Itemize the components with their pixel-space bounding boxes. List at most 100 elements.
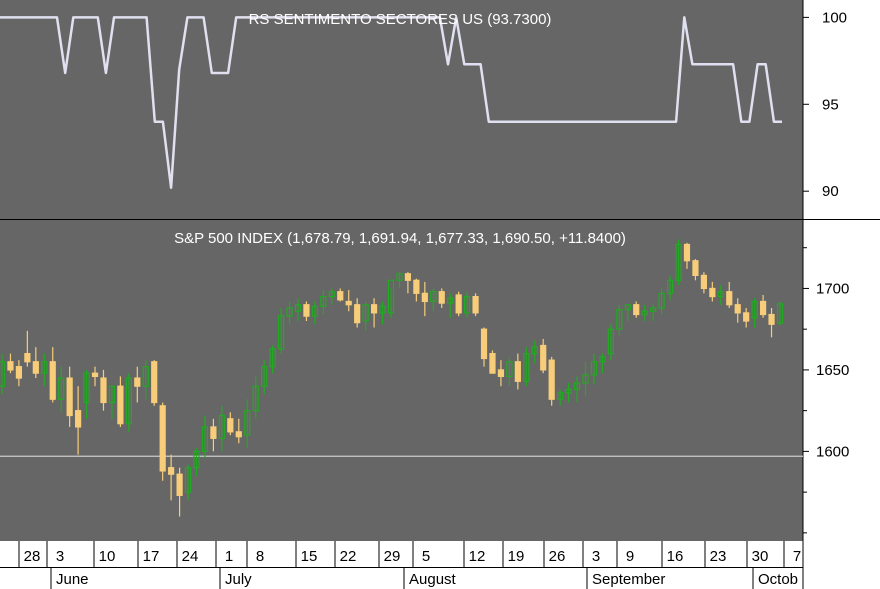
sp500-y-tick-label: 1600: [816, 443, 849, 460]
sp500-title: S&P 500 INDEX (1,678.79, 1,691.94, 1,677…: [174, 230, 626, 247]
candle-body: [497, 369, 505, 378]
day-label: 3: [592, 548, 600, 565]
rs-series-line: [0, 16, 782, 189]
day-label: 19: [508, 548, 525, 565]
candle-body: [277, 315, 285, 350]
month-label: August: [409, 571, 457, 588]
rs-title: RS SENTIMENTO SECTORES US (93.7300): [249, 11, 552, 28]
candle-body: [7, 361, 14, 371]
candle-body: [49, 361, 56, 400]
candle-body: [261, 366, 268, 387]
day-label: 9: [626, 548, 634, 565]
day-label: 26: [549, 548, 566, 565]
candle-body: [396, 273, 403, 281]
candle-body: [506, 361, 513, 378]
right-axis-panel: [803, 0, 880, 541]
candle-body: [66, 377, 73, 417]
candle-body: [362, 304, 369, 322]
candle-body: [548, 359, 555, 400]
candle-body: [523, 353, 530, 382]
candle-body: [717, 291, 724, 298]
month-label: Octob: [758, 571, 798, 588]
candle-body: [734, 304, 741, 314]
candle-body: [573, 382, 581, 391]
candle-body: [176, 473, 183, 496]
candle-body: [286, 307, 293, 317]
candle-body: [210, 426, 217, 439]
candle-body: [624, 304, 631, 311]
candle-body: [641, 310, 648, 316]
candle-body: [201, 426, 209, 452]
month-label: September: [592, 571, 665, 588]
day-label: 22: [340, 548, 357, 565]
candle-body: [768, 313, 775, 325]
candle-body: [557, 392, 564, 400]
candle-body: [438, 291, 445, 304]
candle-body: [599, 356, 606, 363]
bottom-axis-panel: [0, 541, 880, 589]
day-label: 30: [752, 548, 769, 565]
candle-body: [193, 450, 200, 469]
candle-body: [683, 243, 691, 262]
candle-body: [759, 300, 767, 316]
candle-body: [41, 361, 48, 374]
day-label: 16: [667, 548, 684, 565]
candle-body: [675, 243, 682, 281]
day-label: 3: [56, 548, 64, 565]
day-label: 23: [710, 548, 727, 565]
sp500-y-tick-label: 1700: [816, 280, 849, 297]
candle-body: [32, 361, 39, 374]
candle-body: [582, 374, 589, 384]
candle-body: [607, 328, 614, 355]
candle-body: [184, 467, 192, 493]
day-label: 12: [469, 548, 486, 565]
candle-body: [311, 305, 318, 317]
candle-body: [743, 312, 750, 322]
candle-body: [776, 303, 784, 324]
candle-body: [751, 300, 758, 319]
candle-body: [447, 297, 454, 304]
candle-body: [151, 361, 158, 404]
candle-body: [303, 304, 310, 317]
sp500-y-tick-label: 1650: [816, 362, 849, 379]
candle-body: [328, 291, 335, 298]
candle-body: [83, 372, 90, 404]
day-label: 8: [256, 548, 264, 565]
candle-body: [404, 273, 412, 281]
candle-body: [413, 279, 420, 294]
candle-body: [565, 388, 572, 394]
candle-body: [294, 304, 302, 312]
day-label: 1: [225, 548, 233, 565]
day-label: 28: [24, 548, 41, 565]
candle-body: [379, 305, 386, 314]
candle-body: [692, 260, 699, 277]
candle-body: [235, 431, 242, 438]
candle-body: [100, 377, 107, 404]
candle-body: [244, 410, 251, 436]
date-axis: 28 3 10 17 24 1 8 15 22 29 5 12 19 26 3 9 16 23 30 7 June Jul…: [18, 541, 801, 589]
candle-body: [489, 353, 496, 374]
candle-body: [464, 295, 471, 314]
candle-body: [616, 309, 623, 330]
candle-body: [590, 361, 598, 376]
candle-body: [472, 295, 479, 314]
candle-body: [540, 344, 547, 371]
candle-body: [75, 410, 82, 428]
candle-body: [430, 291, 437, 303]
day-label: 7: [793, 548, 801, 565]
candle-body: [168, 467, 175, 475]
rs-sentiment-panel: [0, 16, 782, 189]
rs-y-tick-label: 100: [822, 9, 847, 26]
day-label: 5: [422, 548, 430, 565]
rs-y-axis: 100 95 90: [803, 9, 847, 200]
day-label: 29: [384, 548, 401, 565]
rs-y-tick-label: 95: [822, 96, 839, 113]
candle-body: [455, 294, 462, 314]
candle-body: [252, 385, 259, 412]
day-label: 17: [143, 548, 160, 565]
candle-body: [58, 377, 65, 400]
candle-body: [337, 291, 344, 301]
candle-body: [658, 292, 665, 309]
candle-body: [354, 304, 361, 324]
sp500-panel: [0, 239, 803, 517]
